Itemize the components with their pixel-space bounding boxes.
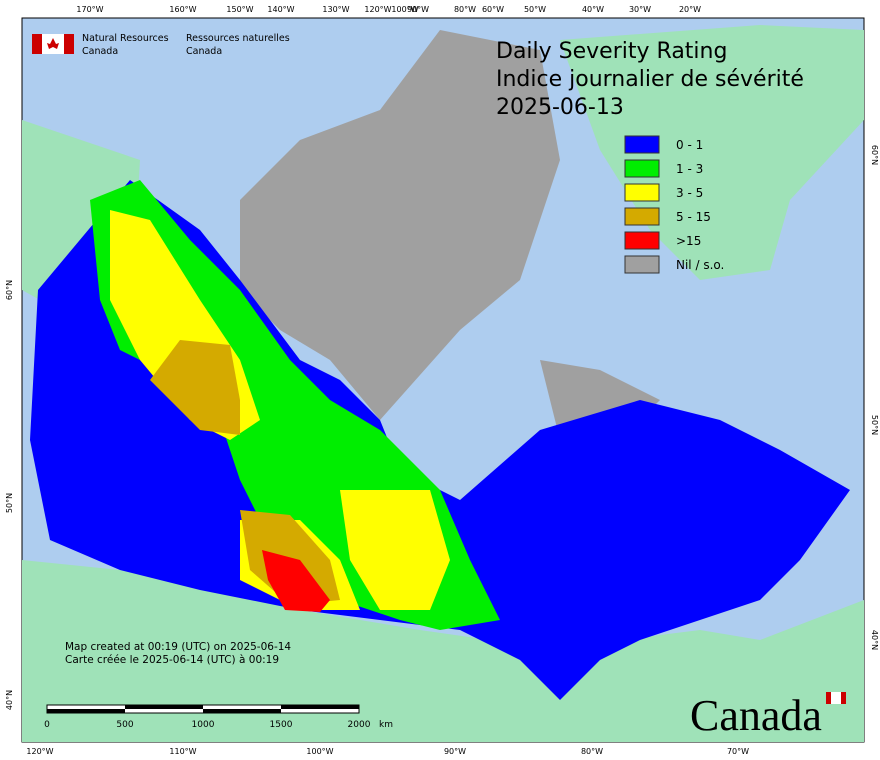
- graticule-label: 160°W: [169, 5, 196, 14]
- legend-swatch: [624, 183, 660, 202]
- org-fr: Canada: [186, 46, 222, 57]
- legend-label: 1 - 3: [676, 162, 703, 176]
- scale-seg: [125, 705, 203, 709]
- legend-label: Nil / s.o.: [676, 258, 724, 272]
- flag-bar: [32, 34, 42, 54]
- graticule-label: 50°N: [870, 415, 879, 435]
- graticule-label: 60°N: [870, 145, 879, 165]
- scale-label: 1500: [270, 720, 293, 730]
- greenland: [560, 25, 864, 280]
- graticule-label: 100°W: [306, 747, 333, 756]
- legend-swatch: [624, 231, 660, 250]
- scale-label: 500: [116, 720, 133, 730]
- wordmark-flag-bar: [826, 692, 831, 704]
- graticule-label: 140°W: [267, 5, 294, 14]
- zone-veryhigh-nw: [150, 340, 240, 435]
- scale-label: 2000: [348, 720, 371, 730]
- map-note: Map created at 00:19 (UTC) on 2025-06-14: [65, 641, 291, 653]
- graticule-label: 30°W: [629, 5, 651, 14]
- legend-swatch: [624, 207, 660, 226]
- scale-unit: km: [379, 720, 393, 730]
- graticule-label: 130°W: [322, 5, 349, 14]
- graticule-label: 110°W: [169, 747, 196, 756]
- graticule-label: 80°W: [454, 5, 476, 14]
- legend-label: 0 - 1: [676, 138, 703, 152]
- zone-high-east: [340, 490, 450, 610]
- graticule-label: 60°N: [5, 280, 14, 300]
- scale-label: 1000: [192, 720, 215, 730]
- scale-seg: [203, 709, 281, 713]
- legend-label: >15: [676, 234, 701, 248]
- graticule-label: 150°W: [226, 5, 253, 14]
- legend-swatch: [624, 135, 660, 154]
- graticule-label: 40°N: [870, 630, 879, 650]
- map-note: Carte créée le 2025-06-14 (UTC) à 00:19: [65, 654, 279, 666]
- title-date: 2025-06-13: [496, 95, 624, 120]
- org-en: Natural Resources: [82, 33, 169, 44]
- graticule-label: 20°W: [679, 5, 701, 14]
- legend-swatch: [624, 159, 660, 178]
- graticule-label: 50°W: [524, 5, 546, 14]
- legend-label: 3 - 5: [676, 186, 703, 200]
- flag-bar: [64, 34, 74, 54]
- wordmark-flag-bar: [841, 692, 846, 704]
- graticule-label: 70°W: [727, 747, 749, 756]
- legend-label: 5 - 15: [676, 210, 711, 224]
- arctic-nil: [240, 30, 560, 420]
- graticule-label: 60°W: [482, 5, 504, 14]
- org-fr: Ressources naturelles: [186, 33, 290, 44]
- org-en: Canada: [82, 46, 118, 57]
- title-en: Daily Severity Rating: [496, 39, 727, 64]
- graticule-label: 40°W: [582, 5, 604, 14]
- legend-swatch: [624, 255, 660, 274]
- graticule-label: 80°W: [581, 747, 603, 756]
- scale-seg: [47, 709, 125, 713]
- title-fr: Indice journalier de sévérité: [496, 67, 804, 92]
- graticule-label: 100°W: [391, 5, 418, 14]
- flag-leaf: [47, 38, 59, 49]
- graticule-label: 170°W: [76, 5, 103, 14]
- graticule-label: 90°W: [407, 5, 429, 14]
- graticule-label: 120°W: [26, 747, 53, 756]
- graticule-label: 120°W: [364, 5, 391, 14]
- wordmark: Canada: [690, 691, 822, 740]
- usa: [22, 560, 864, 742]
- graticule-label: 90°W: [444, 747, 466, 756]
- scale-label: 0: [44, 720, 50, 730]
- graticule-label: 40°N: [5, 690, 14, 710]
- scale-seg: [281, 705, 359, 709]
- graticule-label: 50°N: [5, 493, 14, 513]
- zone-extreme: [262, 550, 330, 612]
